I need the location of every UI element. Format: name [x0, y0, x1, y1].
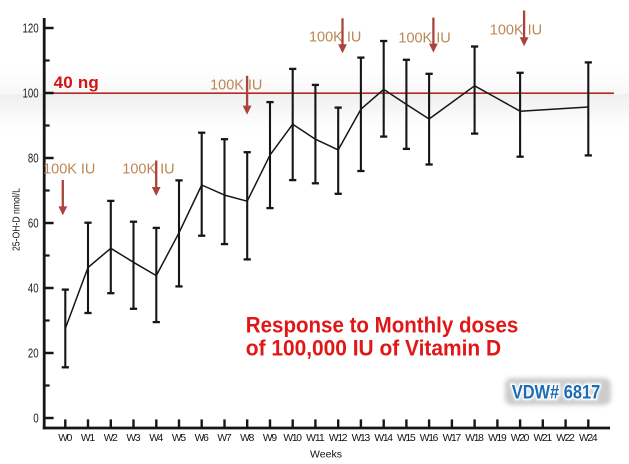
svg-text:W17: W17	[443, 433, 462, 444]
svg-text:VDW# 6817: VDW# 6817	[512, 383, 601, 404]
svg-text:40 ng: 40 ng	[54, 73, 99, 92]
svg-text:W12: W12	[329, 433, 348, 444]
svg-text:VDW# 6817: VDW# 6817	[512, 383, 601, 404]
svg-text:60: 60	[28, 217, 39, 231]
svg-text:100K IU: 100K IU	[122, 160, 174, 177]
svg-text:40: 40	[28, 282, 39, 296]
svg-text:100: 100	[23, 87, 39, 101]
svg-text:W15: W15	[397, 433, 416, 444]
svg-text:W3: W3	[126, 433, 140, 444]
svg-text:W22: W22	[556, 433, 575, 444]
svg-text:Weeks: Weeks	[310, 449, 342, 461]
svg-text:W5: W5	[172, 433, 186, 444]
svg-text:W16: W16	[420, 433, 439, 444]
svg-text:W6: W6	[195, 433, 209, 444]
svg-text:W14: W14	[374, 433, 393, 444]
svg-text:25-OH-D nmol/L: 25-OH-D nmol/L	[12, 188, 23, 251]
svg-text:W7: W7	[217, 433, 231, 444]
svg-text:W4: W4	[149, 433, 163, 444]
svg-text:Response to Monthly doses: Response to Monthly doses	[246, 312, 519, 337]
svg-text:W19: W19	[488, 433, 507, 444]
svg-text:W10: W10	[283, 433, 302, 444]
svg-text:100K IU: 100K IU	[398, 29, 450, 46]
svg-text:W21: W21	[534, 433, 553, 444]
svg-text:120: 120	[23, 22, 39, 36]
svg-text:W24: W24	[579, 433, 598, 444]
svg-text:20: 20	[28, 347, 39, 361]
svg-text:W0: W0	[58, 433, 72, 444]
svg-text:100K IU: 100K IU	[210, 76, 262, 93]
svg-text:W1: W1	[81, 433, 95, 444]
svg-text:W11: W11	[306, 433, 325, 444]
svg-text:W2: W2	[104, 433, 118, 444]
svg-text:W18: W18	[465, 433, 484, 444]
svg-text:100K IU: 100K IU	[490, 22, 542, 39]
svg-text:100K IU: 100K IU	[43, 160, 95, 177]
svg-text:of 100,000 IU of Vitamin D: of 100,000 IU of Vitamin D	[246, 336, 501, 361]
svg-text:100K IU: 100K IU	[309, 29, 361, 46]
svg-text:80: 80	[28, 152, 39, 166]
svg-text:W8: W8	[240, 433, 254, 444]
svg-text:W9: W9	[263, 433, 277, 444]
svg-text:W20: W20	[511, 433, 530, 444]
svg-text:0: 0	[33, 412, 38, 426]
svg-text:W13: W13	[352, 433, 371, 444]
